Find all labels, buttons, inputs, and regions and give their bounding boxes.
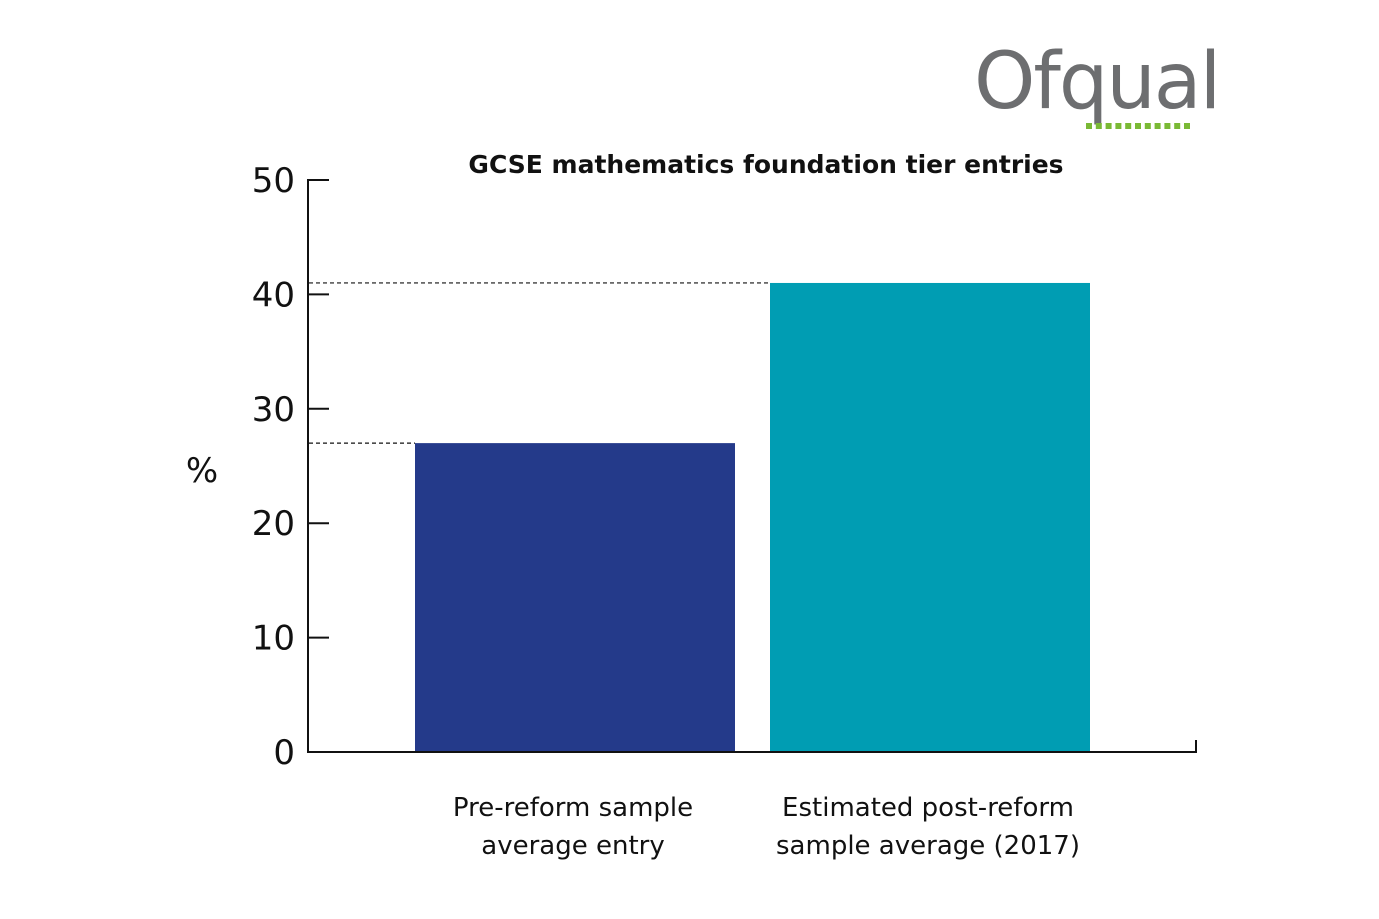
bars	[415, 282, 1090, 752]
logo-dot	[1115, 123, 1122, 129]
x-axis-labels: Pre-reform sample average entry Estimated …	[453, 793, 1080, 861]
bar-2	[770, 282, 1090, 752]
logo-dot	[1184, 123, 1190, 129]
bar-1	[415, 443, 735, 752]
reference-lines	[309, 282, 770, 444]
logo-dot	[1154, 123, 1161, 129]
y-tick-label: 10	[252, 619, 295, 659]
category-label: Pre-reform sample	[453, 793, 693, 823]
category-label: average entry	[481, 831, 664, 861]
y-tick-label: 0	[273, 733, 295, 773]
y-axis-ticks: 0 10 20 30 40 50	[252, 161, 329, 773]
y-tick-label: 20	[252, 504, 295, 544]
logo-dot	[1095, 123, 1102, 129]
chart-title: GCSE mathematics foundation tier entries	[468, 150, 1063, 179]
category-label: Estimated post-reform	[782, 793, 1074, 823]
logo-dot	[1105, 123, 1112, 129]
y-tick-label: 40	[252, 275, 295, 315]
logo-dotted-underline	[1086, 123, 1190, 129]
logo-dot	[1125, 123, 1132, 129]
logo-dot	[1174, 123, 1181, 129]
y-axis-label: %	[186, 451, 218, 491]
y-tick-label: 50	[252, 161, 295, 201]
y-tick-label: 30	[252, 390, 295, 430]
category-label: sample average (2017)	[776, 831, 1080, 861]
logo-dot	[1135, 123, 1141, 129]
logo-dot	[1144, 123, 1151, 129]
ofqual-logo: Ofqual	[974, 37, 1221, 129]
logo-dot	[1086, 123, 1092, 129]
logo-dot	[1164, 123, 1171, 129]
logo-text: Ofqual	[974, 37, 1219, 127]
